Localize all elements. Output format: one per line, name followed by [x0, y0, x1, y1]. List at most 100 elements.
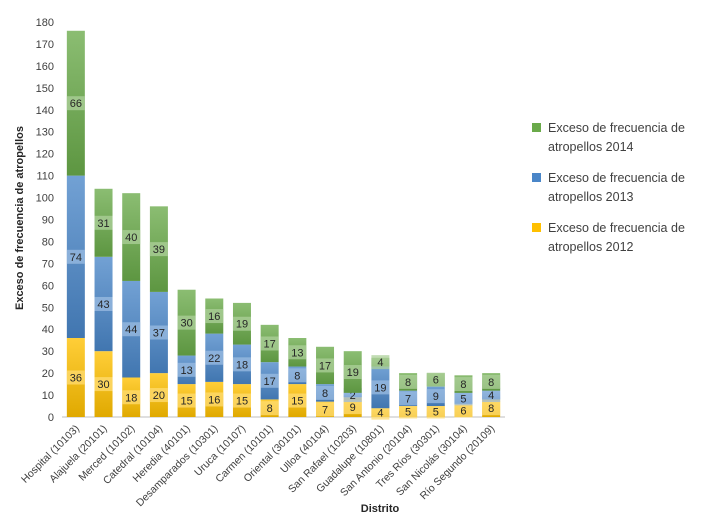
- bars: 3674663043311844402037391513301622161518…: [66, 30, 501, 420]
- bar-stack: 36 74 66: [66, 30, 85, 417]
- y-tick-label: 150: [36, 83, 54, 95]
- data-label: 8: [267, 403, 273, 415]
- data-label-band: [288, 345, 307, 360]
- data-label-band: [94, 377, 113, 392]
- y-tick-label: 10: [42, 390, 54, 402]
- data-label-band: [232, 316, 251, 331]
- data-label-band: [288, 393, 307, 408]
- x-axis-title: Distrito: [361, 503, 400, 515]
- data-label: 9: [350, 402, 356, 414]
- data-label: 5: [433, 407, 439, 419]
- data-label-band: [177, 362, 196, 377]
- y-tick-label: 70: [42, 258, 54, 270]
- y-tick-label: 120: [36, 149, 54, 161]
- data-label: 8: [488, 403, 494, 415]
- data-label: 8: [322, 388, 328, 400]
- data-label-band: [205, 350, 224, 365]
- data-label: 17: [264, 338, 276, 350]
- data-label: 16: [208, 394, 220, 406]
- data-label: 4: [488, 390, 494, 402]
- legend-swatch: [532, 173, 541, 182]
- data-label-band: [66, 249, 85, 264]
- data-label-band: [316, 402, 335, 417]
- data-label: 40: [125, 232, 137, 244]
- data-label-band: [232, 357, 251, 372]
- data-label-band: [94, 215, 113, 230]
- x-axis: Hospital (10103)Alajuela (20101)Merced (…: [19, 423, 497, 509]
- data-label-band: [371, 355, 390, 370]
- data-label: 18: [236, 359, 248, 371]
- y-tick-label: 110: [36, 171, 54, 183]
- data-label-band: [426, 389, 445, 404]
- data-label: 30: [180, 318, 192, 330]
- data-label: 4: [377, 357, 383, 369]
- data-label: 8: [294, 370, 300, 382]
- data-label: 17: [319, 360, 331, 372]
- data-label-band: [122, 230, 141, 245]
- bar-stack: 5 7 8: [399, 373, 418, 419]
- data-label-band: [371, 405, 390, 420]
- data-label: 7: [405, 393, 411, 405]
- data-label: 44: [125, 324, 137, 336]
- data-label: 37: [153, 328, 165, 340]
- bar-stack: 20 37 39: [149, 206, 168, 417]
- data-label: 4: [377, 408, 383, 420]
- data-label: 8: [405, 377, 411, 389]
- legend-item: Exceso de frecuencia de atropellos 2013: [532, 171, 685, 204]
- legend-label: atropellos 2013: [548, 190, 634, 204]
- data-label: 19: [374, 382, 386, 394]
- legend-label: atropellos 2012: [548, 240, 634, 254]
- legend-item: Exceso de frecuencia de atropellos 2012: [532, 221, 685, 254]
- data-label-band: [94, 296, 113, 311]
- data-label: 74: [70, 252, 82, 264]
- data-label: 39: [153, 244, 165, 256]
- data-label-band: [205, 392, 224, 407]
- data-label-band: [343, 365, 362, 380]
- data-label-band: [66, 370, 85, 385]
- legend-label: Exceso de frecuencia de: [548, 171, 685, 185]
- data-label: 15: [180, 396, 192, 408]
- legend: Exceso de frecuencia de atropellos 2014 Ex…: [532, 121, 685, 254]
- bar-stack: 30 43 31: [94, 188, 113, 417]
- data-label: 7: [322, 404, 328, 416]
- data-label-band: [316, 358, 335, 373]
- data-label: 16: [208, 311, 220, 323]
- data-label: 22: [208, 353, 220, 365]
- data-label: 66: [70, 98, 82, 110]
- data-label-band: [399, 374, 418, 389]
- data-label-band: [232, 393, 251, 408]
- data-label: 18: [125, 392, 137, 404]
- data-label-band: [482, 401, 501, 416]
- y-tick-label: 80: [42, 236, 54, 248]
- legend-label: atropellos 2014: [548, 140, 634, 154]
- data-label-band: [66, 96, 85, 111]
- y-tick-label: 30: [42, 346, 54, 358]
- data-label-band: [260, 373, 279, 388]
- y-tick-label: 90: [42, 215, 54, 227]
- bar-stack: 7 8 17: [316, 346, 335, 417]
- legend-swatch: [532, 123, 541, 132]
- y-tick-label: 160: [36, 61, 54, 73]
- y-tick-label: 50: [42, 302, 54, 314]
- data-label: 15: [291, 396, 303, 408]
- data-label: 19: [347, 367, 359, 379]
- legend-label: Exceso de frecuencia de: [548, 221, 685, 235]
- y-tick-label: 20: [42, 368, 54, 380]
- data-label-band: [426, 372, 445, 387]
- y-tick-label: 130: [36, 127, 54, 139]
- y-tick-label: 0: [48, 412, 54, 424]
- data-label-band: [177, 315, 196, 330]
- bar-stack: 18 44 40: [122, 193, 141, 417]
- data-label: 36: [70, 373, 82, 385]
- data-label-band: [454, 403, 473, 418]
- data-label: 31: [97, 218, 109, 230]
- data-label: 6: [433, 375, 439, 387]
- y-tick-label: 140: [36, 105, 54, 117]
- y-axis-title: Exceso de frecuencia de atropellos: [14, 126, 26, 310]
- data-label-band: [149, 388, 168, 403]
- data-label: 13: [180, 365, 192, 377]
- data-label-band: [399, 391, 418, 406]
- data-label: 15: [236, 396, 248, 408]
- bar-stack: 8 17 17: [260, 324, 279, 417]
